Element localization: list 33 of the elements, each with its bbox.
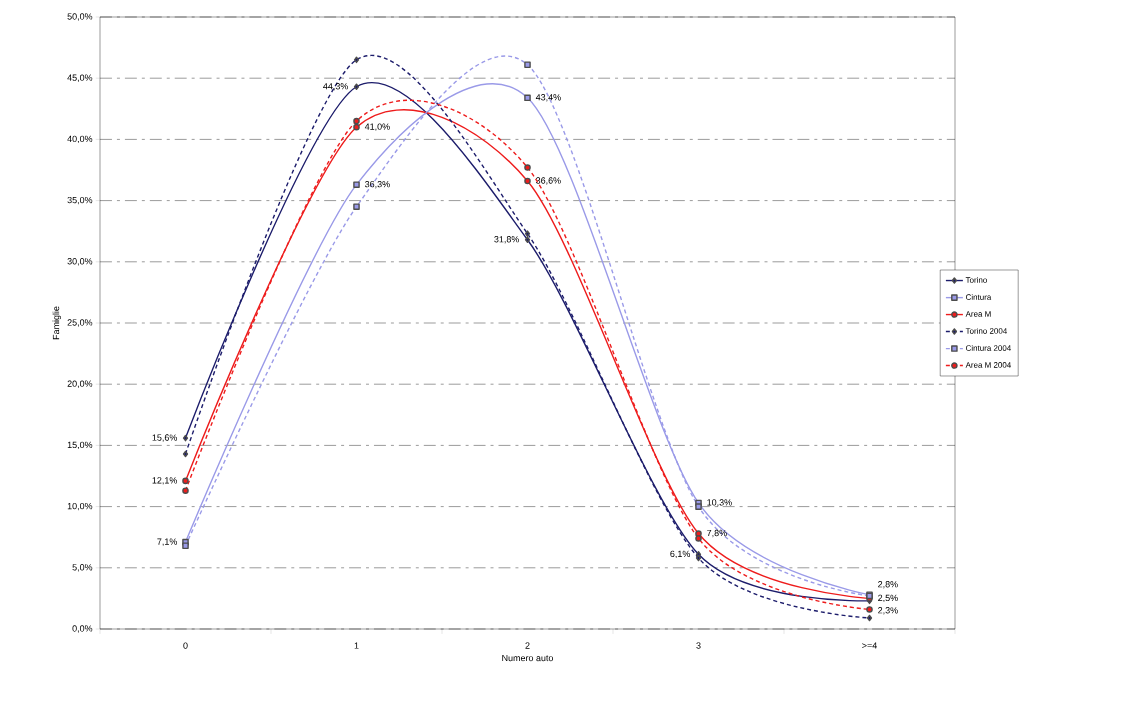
y-tick-label: 10,0% bbox=[67, 502, 93, 511]
y-tick-label: 30,0% bbox=[67, 258, 93, 266]
data-label: 7,1% bbox=[157, 538, 178, 546]
data-label: 43,4% bbox=[535, 94, 561, 102]
y-tick-label: 0,0% bbox=[72, 625, 93, 633]
x-tick-label: 2 bbox=[525, 642, 530, 649]
data-label: 12,1% bbox=[152, 477, 178, 485]
data-label: 6,1% bbox=[670, 550, 691, 559]
y-tick-label: 35,0% bbox=[67, 196, 93, 205]
data-label: 2,5% bbox=[878, 594, 898, 603]
x-tick-label: 3 bbox=[696, 642, 701, 649]
data-label: 2,3% bbox=[878, 607, 898, 615]
y-tick-label: 15,0% bbox=[67, 441, 93, 450]
data-label: 7,8% bbox=[707, 529, 727, 538]
data-label: 36,3% bbox=[365, 180, 390, 189]
y-tick-label: 40,0% bbox=[67, 135, 93, 144]
data-label: 2,8% bbox=[878, 581, 898, 589]
data-label: 36,6% bbox=[536, 177, 561, 185]
y-tick-label: 50,0% bbox=[67, 13, 93, 21]
y-tick-label: 25,0% bbox=[67, 319, 93, 327]
data-label: 31,8% bbox=[494, 236, 520, 244]
y-tick-label: 20,0% bbox=[67, 380, 93, 388]
x-tick-label: 0 bbox=[183, 642, 188, 649]
data-label: 44,3% bbox=[323, 83, 349, 91]
y-axis-title: Famiglie bbox=[52, 306, 61, 340]
x-tick-label: 1 bbox=[354, 642, 359, 649]
x-tick-label: >=4 bbox=[862, 642, 877, 649]
data-label: 41,0% bbox=[364, 123, 390, 131]
x-axis-title: Numero auto bbox=[502, 654, 554, 662]
y-tick-label: 5,0% bbox=[72, 564, 93, 572]
data-label: 15,6% bbox=[152, 434, 178, 442]
y-tick-label: 45,0% bbox=[67, 74, 93, 82]
data-label: 10,3% bbox=[707, 499, 732, 507]
